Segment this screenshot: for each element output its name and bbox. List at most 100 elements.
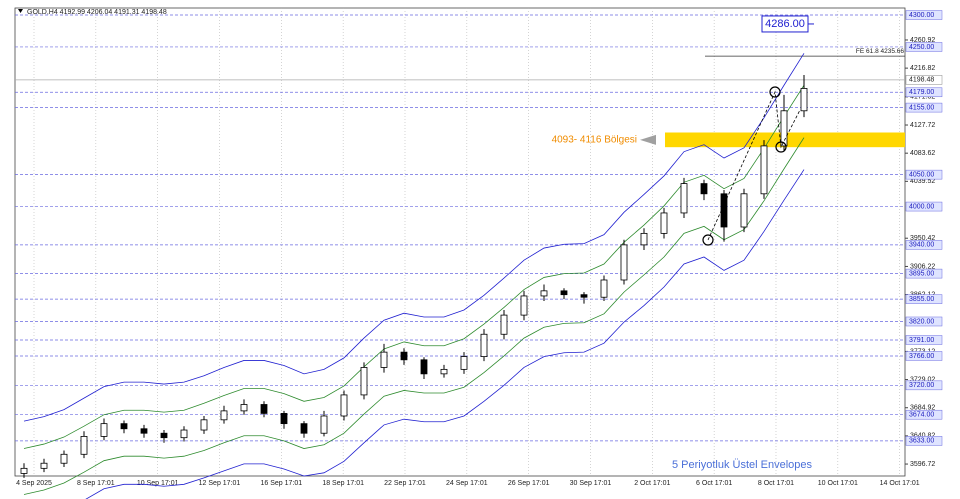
target-box xyxy=(761,15,809,33)
candle-body xyxy=(280,413,288,425)
y-tick-label: 4039.52 xyxy=(910,178,935,185)
target-label: 4286.00 xyxy=(765,18,805,30)
candle-body xyxy=(240,404,248,412)
candle-body xyxy=(780,110,788,147)
zone-arrow xyxy=(640,134,656,145)
x-tick-label: 4 Sep 2025 xyxy=(16,480,52,487)
level-label: 4250.00 xyxy=(909,44,934,51)
candle-body xyxy=(560,290,568,296)
candle-body xyxy=(100,423,108,437)
candle-body xyxy=(800,88,808,112)
x-tick-label: 22 Sep 17:01 xyxy=(384,480,426,487)
candle-body xyxy=(680,183,688,214)
candle-body xyxy=(420,359,428,375)
level-box xyxy=(905,409,943,420)
level-box xyxy=(905,294,943,304)
trend-line xyxy=(707,90,801,241)
candle-body xyxy=(440,368,448,375)
x-tick-label: 8 Sep 17:01 xyxy=(77,480,115,487)
candle-body xyxy=(60,453,68,464)
x-tick-label: 10 Sep 17:01 xyxy=(137,480,179,487)
y-tick-label: 3950.42 xyxy=(910,235,935,242)
level-box xyxy=(905,169,943,180)
footer-label: 5 Periyotluk Üstel Envelopes xyxy=(672,459,813,471)
level-label: 3720.00 xyxy=(909,382,934,389)
y-tick-label: 4171.82 xyxy=(910,94,935,101)
candle-body xyxy=(740,193,748,228)
fe-label: FE 61.8 4235.66 xyxy=(856,48,904,55)
level-box xyxy=(905,102,943,113)
candle-body xyxy=(260,404,268,414)
x-tick-label: 2 Oct 17:01 xyxy=(634,480,670,487)
candle-body xyxy=(40,462,48,469)
candle-body xyxy=(500,314,508,335)
y-tick-label: 3906.22 xyxy=(910,263,935,270)
level-box xyxy=(905,335,943,345)
x-tick-label: 6 Oct 17:01 xyxy=(696,480,732,487)
candle-body xyxy=(480,333,488,358)
candle-body xyxy=(320,415,328,434)
level-box xyxy=(905,10,943,20)
level-box xyxy=(905,201,943,212)
envelope-line xyxy=(23,53,805,422)
annotation-circle xyxy=(769,86,781,98)
candle-body xyxy=(140,428,148,434)
candle-body xyxy=(720,193,728,228)
x-tick-label: 12 Sep 17:01 xyxy=(199,480,241,487)
candle-body xyxy=(580,294,588,298)
candle-body xyxy=(400,351,408,361)
candle-body xyxy=(460,356,468,370)
candle-body xyxy=(340,394,348,417)
candle-body xyxy=(220,410,228,421)
level-box xyxy=(905,42,943,52)
level-label: 3791.00 xyxy=(909,337,934,344)
level-label: 3674.00 xyxy=(909,412,934,419)
level-box xyxy=(905,436,943,446)
candle-body xyxy=(200,419,208,431)
candle-body xyxy=(620,244,628,281)
plot-frame xyxy=(14,7,906,477)
candle-body xyxy=(120,423,128,430)
level-label: 3820.00 xyxy=(909,318,934,325)
level-box xyxy=(905,380,943,391)
x-tick-label: 18 Sep 17:01 xyxy=(322,480,364,487)
candle-body xyxy=(160,432,168,439)
x-tick-label: 16 Sep 17:01 xyxy=(261,480,303,487)
level-box xyxy=(905,316,943,327)
level-box xyxy=(905,240,943,250)
annotation-circle xyxy=(702,234,714,246)
candle-body xyxy=(600,279,608,298)
candle-body xyxy=(540,290,548,297)
level-box xyxy=(905,87,943,98)
level-label: 4300.00 xyxy=(909,12,934,19)
x-tick-label: 8 Oct 17:01 xyxy=(758,480,794,487)
x-tick-label: 10 Oct 17:01 xyxy=(818,480,858,487)
level-label: 3633.00 xyxy=(909,438,934,445)
candle-body xyxy=(360,367,368,396)
x-tick-label: 30 Sep 17:01 xyxy=(570,480,612,487)
envelope-line xyxy=(23,85,805,449)
zone-label: 4093- 4116 Bölgesi xyxy=(552,134,637,145)
level-label: 3855.00 xyxy=(909,296,934,303)
level-box xyxy=(905,268,943,279)
y-tick-label: 4260.92 xyxy=(910,37,935,44)
chart-title: GOLD,H4 4192.99 4206.04 4191.31 4198.48 xyxy=(27,9,167,16)
candle-body xyxy=(700,183,708,195)
level-label: 3766.00 xyxy=(909,353,934,360)
level-label: 4155.00 xyxy=(909,104,934,111)
x-tick-label: 24 Sep 17:01 xyxy=(446,480,488,487)
envelope-line xyxy=(85,169,805,499)
current-price-label: 4198.48 xyxy=(909,77,934,84)
y-tick-label: 4127.72 xyxy=(910,122,935,129)
y-tick-label: 3729.02 xyxy=(910,376,935,383)
candle-body xyxy=(760,145,768,195)
candle-body xyxy=(20,467,28,474)
y-tick-label: 4216.82 xyxy=(910,65,935,72)
candle-body xyxy=(180,429,188,439)
level-label: 4179.00 xyxy=(909,89,934,96)
y-tick-label: 4083.62 xyxy=(910,150,935,157)
candle-body xyxy=(380,351,388,368)
current-price-box xyxy=(905,75,943,85)
x-tick-label: 26 Sep 17:01 xyxy=(508,480,550,487)
level-label: 4050.00 xyxy=(909,171,934,178)
